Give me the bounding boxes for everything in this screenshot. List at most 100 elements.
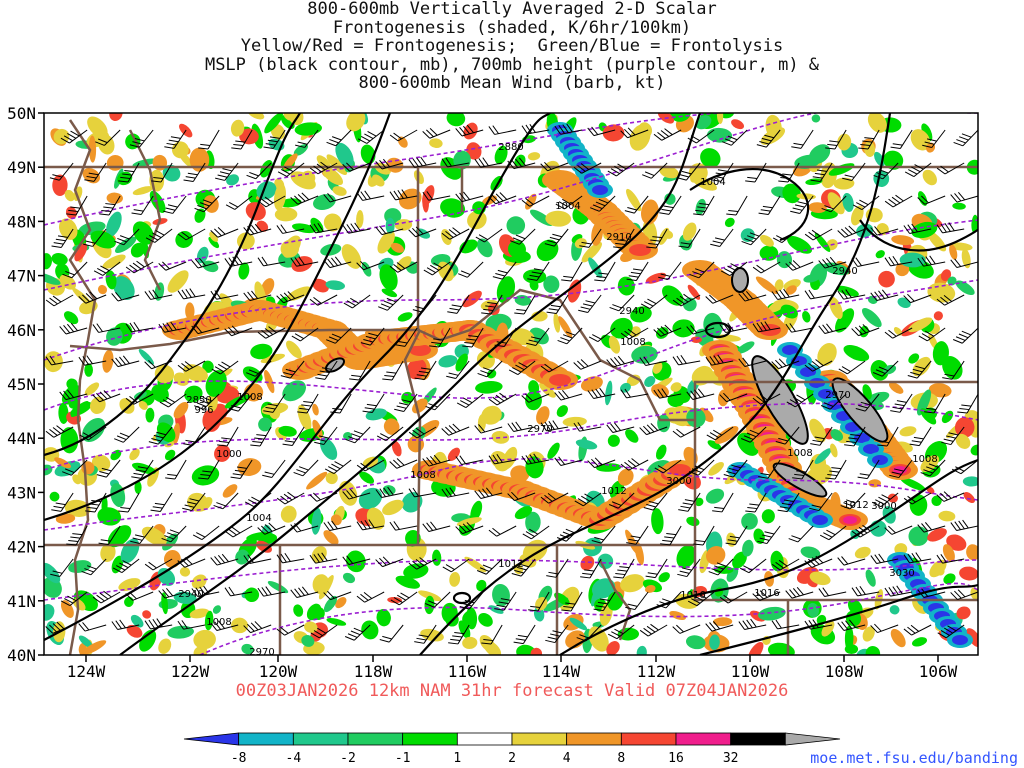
wind-barb — [810, 426, 833, 446]
shade-blob — [910, 129, 931, 151]
wind-barb — [447, 294, 470, 314]
wind-barb — [118, 492, 140, 513]
shade-blob — [84, 363, 93, 377]
wind-barb — [580, 558, 602, 579]
wind-barb — [510, 228, 536, 245]
shade-blob — [287, 113, 304, 126]
wind-barb — [78, 291, 107, 304]
wind-barb — [66, 195, 88, 216]
shade-blob — [158, 638, 172, 654]
shade-blob — [59, 274, 76, 290]
title-line-2: Frontogenesis (shaded, K/6hr/100km) — [332, 17, 692, 38]
wind-barb — [920, 459, 946, 477]
shade-blob — [286, 340, 302, 359]
shade-blob — [875, 250, 885, 259]
wind-barb — [441, 487, 470, 498]
wind-barb — [389, 129, 418, 142]
wind-barb — [297, 393, 319, 414]
shade-blob — [304, 621, 318, 633]
wind-barb — [917, 522, 946, 533]
wind-barb — [408, 226, 437, 238]
shade-blob — [817, 342, 837, 366]
lon-label: 120W — [259, 662, 298, 681]
shade-blob — [391, 440, 402, 457]
shade-blob — [705, 488, 725, 504]
shade-blob — [970, 444, 978, 456]
shade-blob — [63, 311, 79, 325]
wind-barb — [678, 228, 701, 249]
wind-barb — [375, 225, 404, 236]
wind-barb — [804, 619, 833, 630]
wind-barb — [710, 228, 734, 247]
wind-barb — [705, 294, 734, 304]
wind-barb — [488, 192, 517, 205]
shade-blob — [84, 382, 100, 396]
wind-barb — [557, 327, 583, 345]
mslp-contour — [119, 113, 702, 655]
shade-blob — [774, 279, 784, 292]
shade-blob — [827, 192, 845, 215]
wind-barb — [573, 162, 602, 174]
wind-barb — [290, 586, 319, 599]
lat-label: 44N — [7, 429, 36, 448]
shade-band — [872, 455, 888, 465]
mslp-label: 1012 — [843, 500, 868, 511]
wind-barb — [672, 426, 701, 438]
shade-blob — [808, 202, 827, 213]
shade-blob — [403, 563, 429, 579]
shade-blob — [151, 384, 169, 403]
shade-blob — [938, 510, 956, 522]
wind-barb — [851, 257, 880, 267]
shade-blob — [476, 238, 493, 258]
wind-barb — [425, 393, 451, 411]
mslp-contour — [559, 458, 978, 655]
shade-blob — [921, 123, 933, 142]
wind-barb — [924, 393, 946, 414]
wind-barb — [382, 360, 404, 381]
shade-blob — [943, 573, 956, 585]
wind-barb — [362, 393, 385, 414]
shade-blob — [891, 235, 915, 246]
shade-blob — [830, 429, 844, 442]
mslp-contour — [452, 591, 472, 605]
shade-blob — [949, 244, 958, 260]
wind-barb — [455, 522, 484, 535]
shade-blob — [44, 253, 52, 270]
wind-barb — [375, 556, 404, 568]
wind-barb — [950, 589, 978, 601]
shade-blob — [141, 526, 167, 546]
wind-barb — [626, 525, 649, 545]
wind-barb — [561, 591, 583, 612]
political-borders — [44, 119, 978, 655]
shade-blob — [809, 418, 827, 443]
wind-barb — [771, 288, 800, 300]
shade-blob — [927, 282, 956, 303]
shade-blob — [185, 302, 195, 320]
wind-barb — [161, 525, 187, 543]
shade-blob — [274, 207, 298, 222]
wind-barb — [840, 492, 866, 510]
height-label: 2970 — [825, 390, 850, 401]
wind-barb — [45, 294, 74, 307]
wind-barb — [183, 426, 206, 446]
wind-barb — [323, 193, 352, 203]
shade-blob — [865, 646, 881, 655]
wind-barb — [315, 360, 338, 380]
mslp-contour — [859, 219, 978, 252]
credit-link[interactable]: moe.met.fsu.edu/banding — [810, 749, 1018, 767]
shade-blob — [438, 355, 458, 368]
shade-blob — [294, 122, 322, 136]
wind-barb — [177, 288, 206, 300]
lon-label: 108W — [825, 662, 864, 681]
wind-barb — [83, 228, 107, 247]
lat-label: 47N — [7, 267, 36, 286]
shade-blob — [470, 500, 483, 521]
wind-barb — [408, 156, 437, 168]
title-line-5: 800-600mb Mean Wind (barb, kt) — [358, 73, 666, 94]
shade-blob — [952, 202, 966, 210]
wind-barb — [672, 624, 701, 634]
shade-blob — [844, 644, 859, 655]
shade-blob — [463, 122, 478, 140]
wind-barb — [745, 162, 767, 183]
shade-blob — [306, 471, 328, 490]
